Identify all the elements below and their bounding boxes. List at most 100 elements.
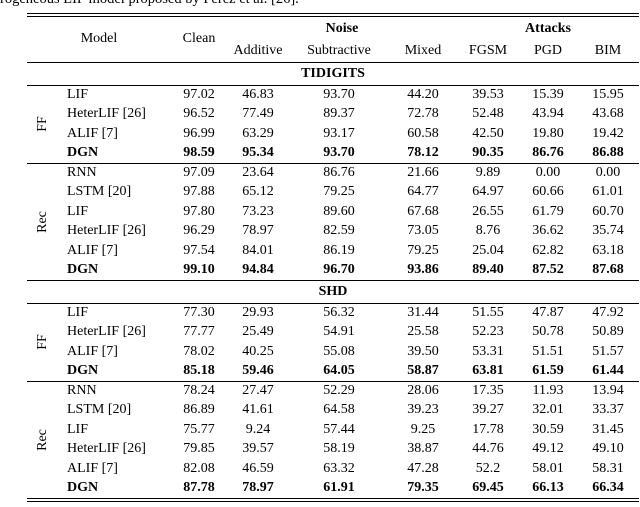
caption-text: rogeneous LIF model proposed by Perez et… (0, 0, 640, 8)
table-row: DGN 99.10 94.84 96.70 93.86 89.40 87.52 87.68 (27, 261, 639, 280)
table-row: Rec RNN 78.24 27.47 52.29 28.06 17.35 11.93 13.9… (27, 381, 639, 451)
model-name: HeterLIF [26] (67, 106, 146, 122)
value-cell: 93.86 (407, 262, 439, 277)
value-cell: 39.57 (242, 441, 274, 457)
value-cell: 89.40 (472, 262, 504, 277)
model-name: RNN (67, 383, 97, 398)
value-cell: 97.09 (183, 165, 215, 180)
value-cell: 78.12 (407, 145, 439, 160)
value-cell: 93.17 (323, 125, 355, 141)
value-cell: 77.77 (183, 324, 215, 340)
section-title-row: SHD (27, 280, 639, 303)
value-cell: 49.10 (592, 441, 624, 457)
dataset-title: TIDIGITS (301, 65, 365, 81)
value-cell: 58.19 (323, 441, 355, 457)
value-cell: 61.44 (592, 363, 624, 378)
value-cell: 63.32 (323, 460, 355, 476)
model-name: HeterLIF [26] (67, 441, 146, 457)
value-cell: 97.80 (183, 203, 215, 219)
header-row-subcolumns: Additive Subtractive Mixed FGSM PGD BIM (27, 40, 639, 62)
column-group-attacks: Attacks (525, 20, 571, 36)
value-cell: 97.88 (183, 184, 215, 200)
value-cell: 47.87 (532, 305, 564, 320)
value-cell: 23.64 (242, 165, 274, 180)
value-cell: 9.89 (475, 165, 501, 180)
value-cell: 58.87 (407, 363, 439, 378)
value-cell: 56.32 (323, 305, 355, 320)
value-cell: 60.70 (592, 203, 624, 219)
results-table: Model Clean Noise Attacks Additive Subtr… (27, 17, 639, 498)
value-cell: 89.37 (323, 106, 355, 122)
column-header-mixed: Mixed (404, 42, 442, 58)
value-cell: 85.18 (183, 363, 215, 378)
model-name: LIF (67, 305, 88, 320)
table-row: DGN 87.78 78.97 61.91 79.35 69.45 66.13 66.34 (27, 479, 639, 499)
value-cell: 54.91 (323, 324, 355, 340)
value-cell: 87.68 (592, 262, 624, 277)
value-cell: 79.35 (407, 480, 439, 496)
value-cell: 11.93 (532, 383, 564, 398)
value-cell: 63.29 (242, 125, 274, 141)
value-cell: 27.47 (242, 383, 274, 398)
rotated-group-label: Rec (34, 428, 50, 451)
value-cell: 26.55 (472, 203, 504, 219)
table-row: HeterLIF [26] 96.52 77.49 89.37 72.78 52.48 43… (27, 105, 639, 125)
value-cell: 86.89 (183, 402, 215, 418)
value-cell: 61.01 (592, 184, 624, 200)
value-cell: 50.78 (532, 324, 564, 340)
value-cell: 86.19 (323, 242, 355, 258)
value-cell: 51.55 (472, 305, 504, 320)
column-header-bim: BIM (594, 42, 622, 58)
table-row: ALIF [7] 78.02 40.25 55.08 39.50 53.31 51.51 51… (27, 342, 639, 362)
value-cell: 9.25 (410, 421, 436, 437)
section-title-row: TIDIGITS (27, 62, 639, 85)
value-cell: 31.44 (407, 305, 439, 320)
value-cell: 98.59 (183, 145, 215, 160)
model-name: LIF (67, 87, 88, 102)
value-cell: 47.92 (592, 305, 624, 320)
value-cell: 59.46 (242, 363, 274, 378)
value-cell: 25.49 (242, 324, 274, 340)
table-row: ALIF [7] 97.54 84.01 86.19 79.25 25.04 62.82 63… (27, 241, 639, 261)
table-row: LSTM [20] 86.89 41.61 64.58 39.23 39.27 32.01 3… (27, 401, 639, 421)
model-name: LIF (67, 421, 88, 437)
table-row: FF LIF 77.30 29.93 56.32 31.44 51.55 47.87 47.92 (27, 303, 639, 350)
value-cell: 57.44 (323, 421, 355, 437)
model-name: DGN (67, 363, 99, 378)
model-name: DGN (67, 480, 99, 496)
column-header-subtractive: Subtractive (307, 42, 371, 58)
value-cell: 96.29 (183, 223, 215, 239)
table-row: Rec RNN 97.09 23.64 86.76 21.66 9.89 0.00 0.00 (27, 163, 639, 232)
value-cell: 55.08 (323, 343, 355, 359)
value-cell: 58.01 (532, 460, 564, 476)
value-cell: 0.00 (535, 165, 561, 180)
value-cell: 99.10 (183, 262, 215, 277)
value-cell: 52.23 (472, 324, 504, 340)
value-cell: 77.30 (183, 305, 215, 320)
group-label-rec: Rec (27, 381, 59, 498)
value-cell: 61.59 (532, 363, 564, 378)
value-cell: 47.28 (407, 460, 439, 476)
table-row: HeterLIF [26] 79.85 39.57 58.19 38.87 44.76 49… (27, 440, 639, 460)
value-cell: 95.34 (242, 145, 274, 160)
value-cell: 61.79 (532, 203, 564, 219)
value-cell: 42.50 (472, 125, 504, 141)
value-cell: 84.01 (242, 242, 274, 258)
value-cell: 90.35 (472, 145, 504, 160)
table-row: FF LIF 97.02 46.83 93.70 44.20 39.53 15.39 15.95 (27, 85, 639, 132)
value-cell: 62.82 (532, 242, 564, 258)
value-cell: 33.37 (592, 402, 624, 418)
table-row: ALIF [7] 96.99 63.29 93.17 60.58 42.50 19.80 19… (27, 124, 639, 144)
model-name: DGN (67, 262, 99, 277)
column-header-additive: Additive (233, 42, 283, 58)
value-cell: 63.18 (592, 242, 624, 258)
model-name: HeterLIF [26] (67, 223, 146, 239)
value-cell: 72.78 (407, 106, 439, 122)
value-cell: 40.25 (242, 343, 274, 359)
column-header-fgsm: FGSM (468, 42, 508, 58)
value-cell: 38.87 (407, 441, 439, 457)
group-label-ff: FF (27, 85, 59, 163)
value-cell: 60.66 (532, 184, 564, 200)
value-cell: 19.42 (592, 125, 624, 141)
value-cell: 52.48 (472, 106, 504, 122)
